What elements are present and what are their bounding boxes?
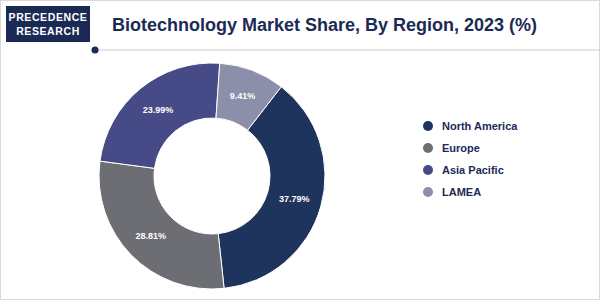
data-label: 9.41%: [230, 91, 256, 101]
legend-swatch: [423, 165, 433, 175]
slice: [100, 63, 220, 168]
title: Biotechnology Market Share, By Region, 2…: [112, 15, 537, 35]
frame: [1, 1, 600, 300]
header-dot: [92, 47, 99, 54]
data-label: 28.81%: [136, 231, 167, 241]
data-label: 23.99%: [143, 105, 174, 115]
legend: North America Europe Asia Pacific LAMEA: [423, 120, 518, 198]
slices: [99, 63, 325, 289]
logo-text: PRECEDENCE: [9, 11, 88, 23]
legend-label: LAMEA: [442, 186, 481, 198]
logo-box: [6, 6, 90, 42]
slice: [216, 63, 281, 130]
legend-swatch: [423, 187, 433, 197]
chart-root: PRECEDENCE RESEARCH Biotechnology Market S…: [0, 0, 600, 300]
slice: [99, 161, 224, 289]
header-rule: [95, 50, 600, 51]
logo-text: RESEARCH: [16, 25, 80, 37]
legend-swatch: [423, 121, 433, 131]
legend-label: North America: [442, 120, 518, 132]
data-label: 37.79%: [279, 194, 310, 204]
data-labels: 37.79% 28.81% 23.99% 9.41%: [136, 91, 310, 241]
legend-label: Asia Pacific: [442, 164, 504, 176]
logo: PRECEDENCE RESEARCH: [6, 6, 90, 42]
legend-swatch: [423, 143, 433, 153]
legend-label: Europe: [442, 142, 480, 154]
